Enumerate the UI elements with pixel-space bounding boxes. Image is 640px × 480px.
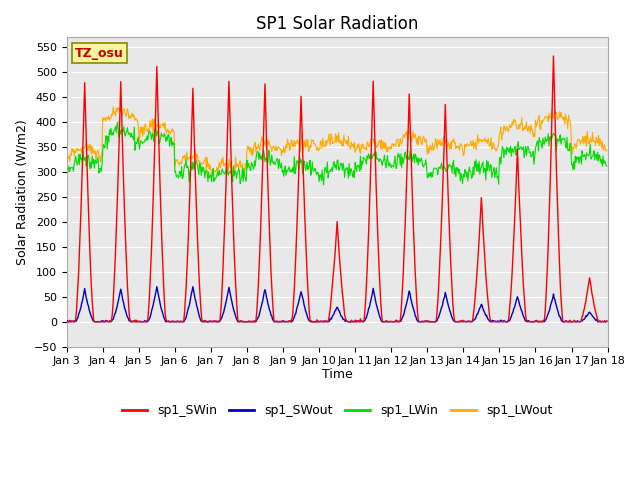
Line: sp1_SWin: sp1_SWin xyxy=(67,56,607,322)
sp1_LWout xyxy=(72,147,80,153)
sp1_SWout xyxy=(128,319,136,324)
sp1_LWout xyxy=(129,114,136,120)
sp1_SWout xyxy=(153,284,161,289)
sp1_LWout xyxy=(603,147,611,153)
sp1_SWout xyxy=(72,318,80,324)
sp1_LWout xyxy=(213,164,221,170)
Line: sp1_LWout: sp1_LWout xyxy=(67,107,607,176)
sp1_SWout xyxy=(184,309,191,314)
sp1_LWout xyxy=(404,136,412,142)
sp1_LWin xyxy=(129,133,136,139)
sp1_SWin xyxy=(128,318,136,324)
sp1_SWout xyxy=(212,319,220,324)
sp1_LWin xyxy=(320,182,328,188)
sp1_SWout xyxy=(419,319,427,324)
sp1_LWin xyxy=(63,167,70,172)
sp1_SWin xyxy=(72,309,80,314)
Legend: sp1_SWin, sp1_SWout, sp1_LWin, sp1_LWout: sp1_SWin, sp1_SWout, sp1_LWin, sp1_LWout xyxy=(117,399,557,422)
Title: SP1 Solar Radiation: SP1 Solar Radiation xyxy=(256,15,419,33)
X-axis label: Time: Time xyxy=(322,368,353,381)
sp1_LWin xyxy=(404,153,412,159)
Line: sp1_LWin: sp1_LWin xyxy=(67,122,607,185)
Y-axis label: Solar Radiation (W/m2): Solar Radiation (W/m2) xyxy=(15,119,28,265)
sp1_SWin xyxy=(603,318,611,324)
sp1_SWin xyxy=(403,191,410,196)
sp1_SWout xyxy=(63,319,70,324)
sp1_LWout xyxy=(420,133,428,139)
sp1_SWin xyxy=(63,319,70,324)
sp1_LWin xyxy=(420,164,428,170)
sp1_LWin xyxy=(603,163,611,169)
sp1_LWin xyxy=(212,174,220,180)
sp1_SWin xyxy=(418,319,426,324)
Text: TZ_osu: TZ_osu xyxy=(75,47,124,60)
sp1_LWin xyxy=(184,163,191,169)
Line: sp1_SWout: sp1_SWout xyxy=(67,287,607,322)
sp1_LWin xyxy=(72,158,80,164)
sp1_LWout xyxy=(208,173,216,179)
sp1_SWin xyxy=(212,318,220,324)
sp1_LWout xyxy=(63,156,70,162)
sp1_SWin xyxy=(550,53,557,59)
sp1_LWin xyxy=(114,119,122,125)
sp1_SWout xyxy=(603,318,611,324)
sp1_LWout xyxy=(109,104,117,110)
sp1_SWin xyxy=(183,269,191,275)
sp1_SWout xyxy=(403,299,411,304)
sp1_LWout xyxy=(184,157,191,163)
